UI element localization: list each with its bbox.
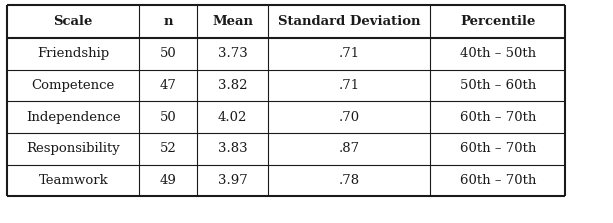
Text: 3.73: 3.73	[218, 47, 248, 60]
Text: 50: 50	[160, 47, 177, 60]
Text: n: n	[164, 15, 173, 28]
Text: Independence: Independence	[26, 111, 121, 124]
Text: .87: .87	[338, 142, 360, 155]
Text: .71: .71	[338, 47, 360, 60]
Text: .70: .70	[338, 111, 360, 124]
Text: 4.02: 4.02	[218, 111, 247, 124]
Text: 40th – 50th: 40th – 50th	[460, 47, 536, 60]
Text: 3.97: 3.97	[218, 174, 248, 187]
Text: Teamwork: Teamwork	[39, 174, 108, 187]
Text: Competence: Competence	[32, 79, 115, 92]
Text: .71: .71	[338, 79, 360, 92]
Text: Friendship: Friendship	[37, 47, 109, 60]
Text: 60th – 70th: 60th – 70th	[460, 142, 536, 155]
Text: 60th – 70th: 60th – 70th	[460, 111, 536, 124]
Text: 50: 50	[160, 111, 177, 124]
Text: 60th – 70th: 60th – 70th	[460, 174, 536, 187]
Text: Mean: Mean	[212, 15, 253, 28]
Text: Percentile: Percentile	[460, 15, 535, 28]
Text: Responsibility: Responsibility	[26, 142, 120, 155]
Text: 47: 47	[160, 79, 177, 92]
Text: 49: 49	[160, 174, 177, 187]
Text: 52: 52	[160, 142, 177, 155]
Text: Standard Deviation: Standard Deviation	[278, 15, 421, 28]
Text: 3.83: 3.83	[218, 142, 248, 155]
Text: 3.82: 3.82	[218, 79, 248, 92]
Text: Scale: Scale	[53, 15, 93, 28]
Text: .78: .78	[338, 174, 360, 187]
Bar	[7, 5, 565, 196]
Text: 50th – 60th: 50th – 60th	[460, 79, 536, 92]
